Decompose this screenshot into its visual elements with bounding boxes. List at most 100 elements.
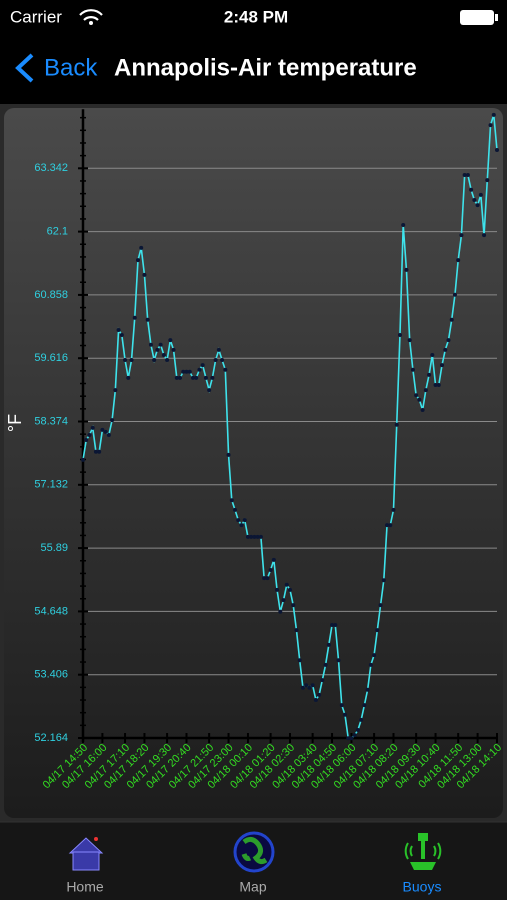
data-point [200,363,205,368]
data-point [116,327,121,332]
data-point [281,598,286,603]
tab-label[interactable]: Home [66,879,104,895]
data-point [385,523,390,528]
data-point [394,422,399,427]
data-point [229,498,234,503]
data-point [194,375,199,380]
data-point [375,628,380,633]
data-point [359,717,364,722]
data-point [103,429,108,434]
data-point [268,568,273,573]
data-point [401,222,406,227]
data-point [239,523,244,528]
buoys-icon[interactable] [404,833,442,870]
data-point [197,367,202,372]
data-point [462,173,467,178]
data-point [161,352,166,357]
data-point [440,363,445,368]
home-icon[interactable] [68,837,104,871]
data-point [90,425,95,430]
data-point [139,245,144,250]
data-point [491,112,496,117]
data-point [145,317,150,322]
data-point [207,388,212,393]
data-point [216,347,221,352]
data-point [417,397,422,402]
data-point [275,587,280,592]
y-tick-label: 63.342 [34,162,68,174]
tab-label[interactable]: Map [239,879,266,895]
data-point [365,687,370,692]
data-point [87,432,92,437]
back-button[interactable]: Back [44,54,98,81]
data-point [323,662,328,667]
data-point [210,375,215,380]
data-point [378,603,383,608]
data-point [110,418,115,423]
data-point [388,523,393,528]
y-axis-label: °F [5,414,25,432]
data-point [148,342,153,347]
data-point [307,685,312,690]
data-point [330,623,335,628]
data-point [339,703,344,708]
y-tick-label: 57.132 [34,479,68,491]
data-point [129,358,134,363]
data-point [168,338,173,343]
tab-label[interactable]: Buoys [403,879,442,895]
data-point [423,388,428,393]
data-point [346,736,351,741]
data-point [362,703,367,708]
data-point [81,457,85,462]
data-point [106,432,111,437]
data-point [475,203,480,208]
tab-labels: Home Map Buoys [66,879,441,895]
y-tick-label: 58.374 [34,415,68,427]
wifi-icon [79,9,103,21]
y-tick-label: 55.89 [40,542,68,554]
data-point [349,736,354,741]
data-point [190,375,195,380]
data-point [278,609,283,614]
data-point [203,375,208,380]
data-point [465,173,470,178]
data-point [271,557,276,562]
data-point [320,678,325,683]
data-point [152,358,157,363]
data-point [485,178,490,183]
data-point [142,272,147,277]
data-point [236,518,241,523]
data-point [158,342,163,347]
data-point [372,653,377,658]
data-point [258,534,263,539]
data-point [326,642,331,647]
data-point [333,623,338,628]
data-point [291,603,296,608]
data-point [420,407,425,412]
data-point [430,352,435,357]
data-point [113,388,118,393]
battery-tip [495,14,498,21]
data-point [443,347,448,352]
data-point [472,198,477,203]
data-point [265,576,270,581]
data-point [132,315,137,320]
data-point [242,518,247,523]
data-point [352,733,357,738]
data-point [317,692,322,697]
map-icon[interactable] [233,831,275,873]
data-point [294,628,299,633]
back-chevron[interactable] [15,53,34,83]
carrier: Carrier [10,7,62,26]
data-point [368,662,373,667]
data-point [297,658,302,663]
data-point [165,358,170,363]
data-point [84,438,89,443]
data-point [226,452,231,457]
data-point [181,369,186,374]
data-point [245,534,250,539]
data-point [397,333,402,338]
data-point [427,372,432,377]
data-point [355,728,360,733]
